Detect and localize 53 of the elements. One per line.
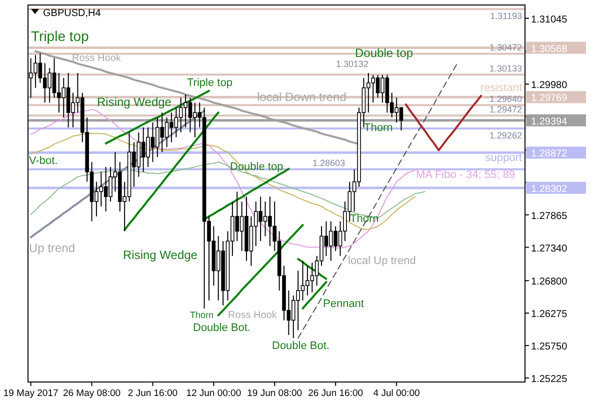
x-tick-label: 26 May 08:00 [62,388,121,399]
ref-line-label: 1.29640 [489,94,522,104]
x-tick-label: 26 Jun 16:00 [308,388,364,399]
annotation: Pennant [323,298,364,310]
ref-line-label: 1.28302 [531,184,568,195]
annotation: local Up trend [348,255,416,267]
annotation: Ross Hook [228,310,278,321]
annotation: Thorn [190,310,214,320]
chart-title: GBPUSD,H4 [43,8,102,19]
annotation: Double Bot. [272,340,330,352]
x-tick-label: 12 Jun 00:00 [186,388,242,399]
y-tick-label: 1.25750 [531,342,568,353]
annotation: MA Fibo - 34; 55; 89 [416,169,516,181]
ref-line-label: 1.28872 [531,148,568,160]
y-tick-label: 1.31045 [531,14,568,26]
y-tick-label: 1.26275 [531,309,568,320]
x-tick-label: 4 Jul 00:00 [373,388,420,399]
annotation: 1.30132 [336,59,369,69]
ref-line-label: 1.29769 [531,93,568,104]
annotation: Rising Wedge [123,248,198,262]
ref-line-label: 1.29394 [531,116,568,128]
y-tick-label: 1.27865 [531,210,568,222]
line-series [30,110,206,238]
ref-line-label: 1.29262 [489,130,522,140]
annotation: support [485,152,522,164]
annotation: Up trend [29,241,76,255]
line-series [217,224,304,316]
annotation: Double top [355,46,414,60]
ref-line-label: 1.31193 [490,11,522,22]
annotation: resistant [480,82,522,94]
x-tick-label: 19 May 2017 [3,388,58,399]
ref-line-label: 1.30133 [489,64,522,74]
line-series [404,94,482,152]
annotation: Ross Hook [72,53,122,64]
ref-line-label: 1.29472 [489,104,522,115]
y-tick-label: 1.25225 [531,374,568,385]
annotation: Triple top [31,28,90,44]
annotation: Rising Wedge [97,95,172,109]
ref-line-label: 1.28603 [312,158,345,168]
ref-line-label: 1.30568 [531,44,568,55]
x-tick-label: 19 Jun 08:00 [247,388,302,399]
annotation: V-bot. [29,155,58,167]
y-tick-label: 1.27340 [531,243,568,254]
y-tick-label: 1.29980 [531,80,568,92]
annotation: Triple top [187,77,232,89]
ref-line-label: 1.30472 [489,42,522,53]
annotation: local Down trend [257,90,346,104]
y-tick-label: 1.26800 [531,276,568,288]
x-tick-label: 2 Jun 16:00 [128,388,178,399]
annotation: Thorn [364,122,393,134]
line-series [124,112,220,231]
annotation: Thorn [350,213,379,225]
annotation: Double Bot. [193,322,250,334]
